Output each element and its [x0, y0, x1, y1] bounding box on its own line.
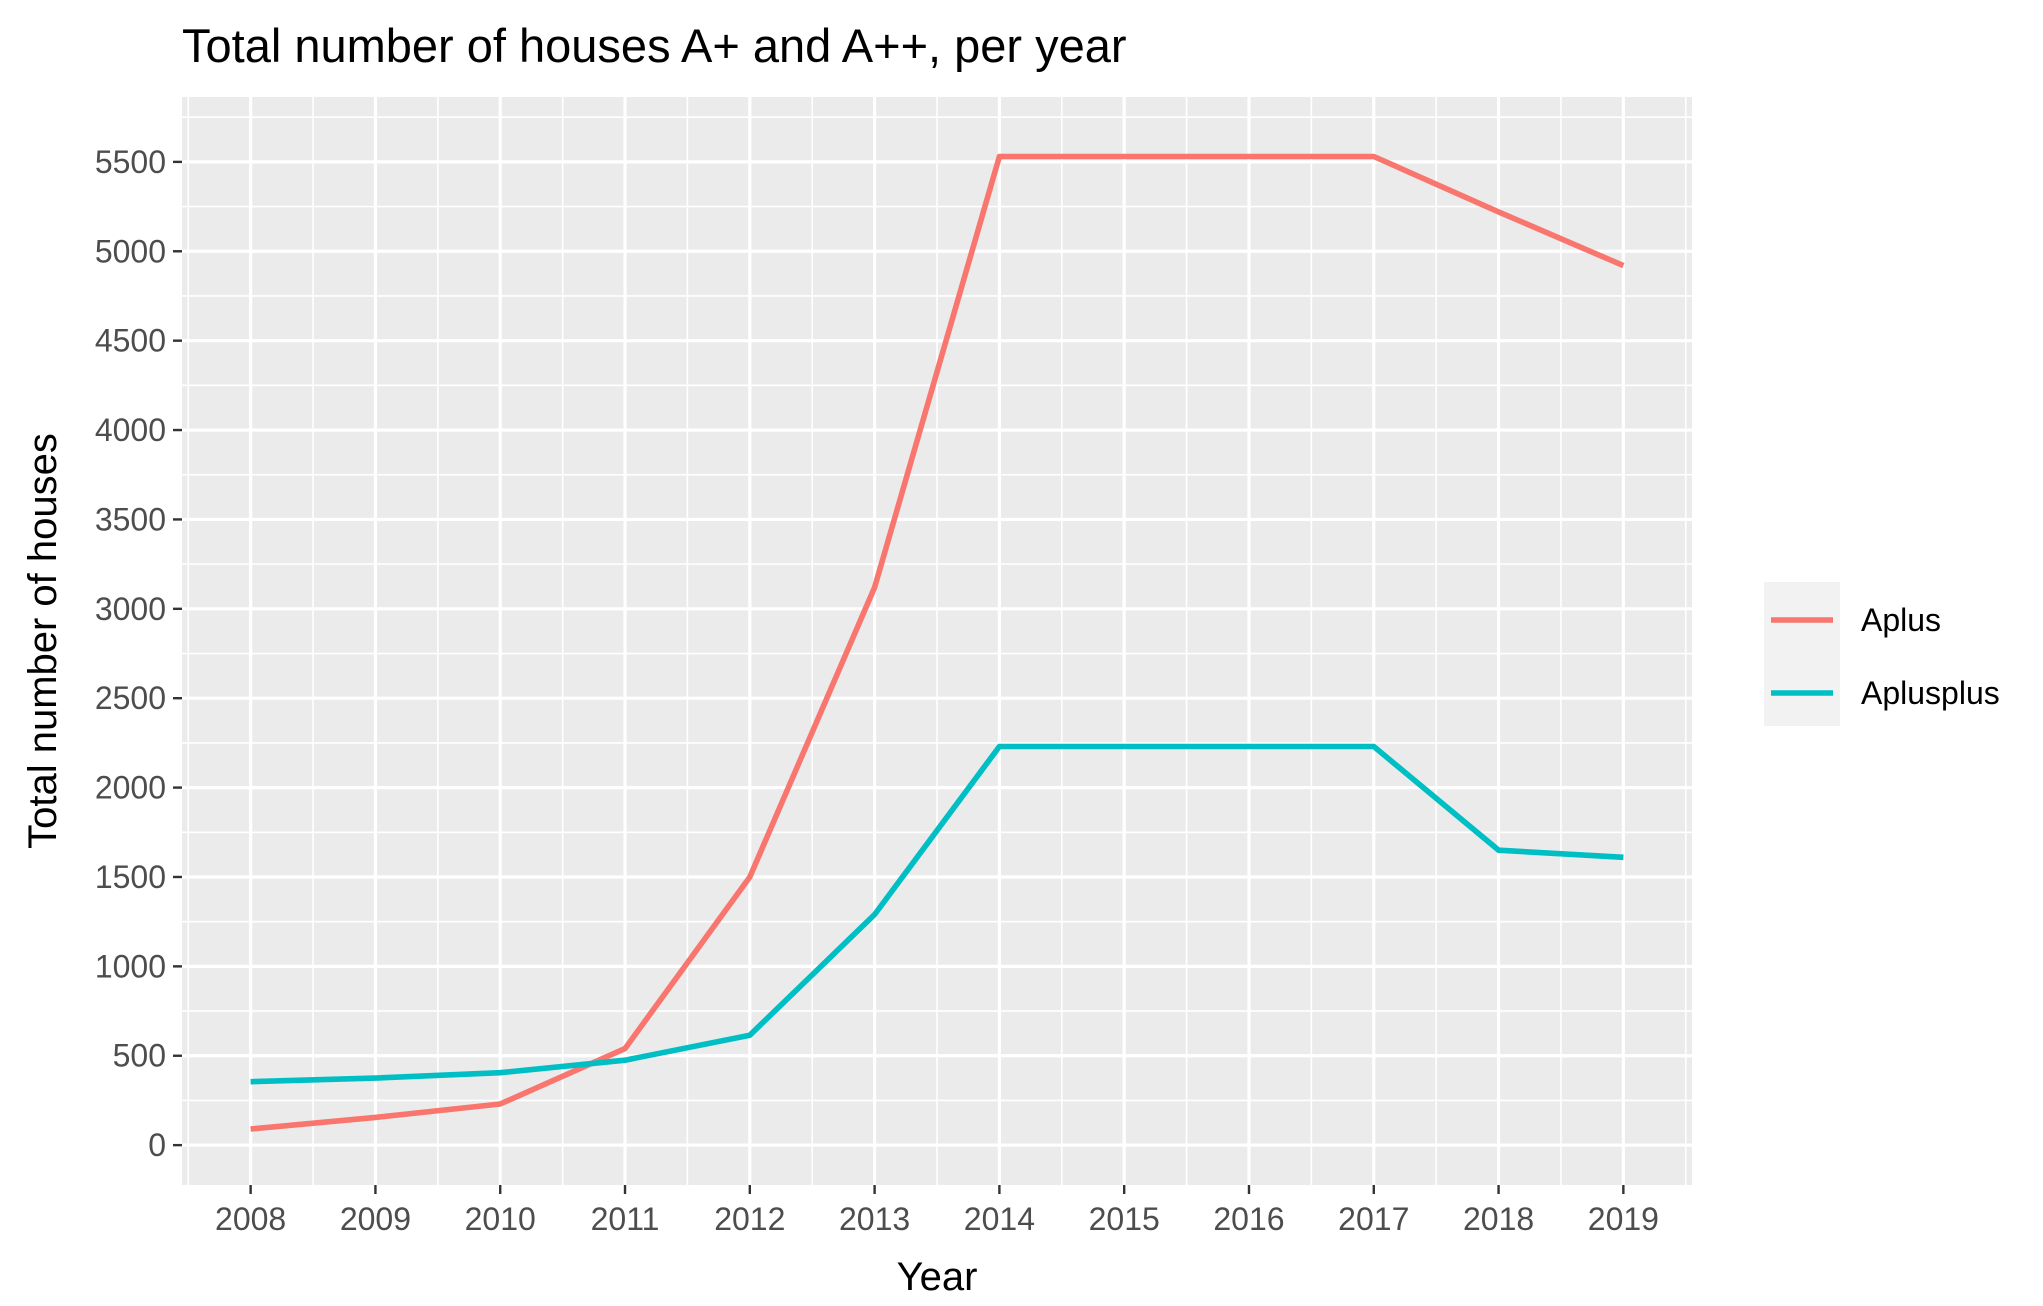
y-axis: 0 500 1000 1500 2000 2500 3000 3500 4000 4500 5000…: [95, 144, 182, 1163]
y-tick-label: 500: [113, 1038, 166, 1074]
y-tick-label: 5000: [95, 233, 166, 269]
x-axis-title: Year: [897, 1255, 978, 1299]
x-tick-label: 2018: [1463, 1201, 1534, 1237]
x-tick-label: 2019: [1588, 1201, 1659, 1237]
legend-background: [1764, 582, 1840, 726]
minor-gridlines: [182, 97, 1692, 1185]
series-line-aplusplus: [250, 743, 1624, 1085]
series-lines: [250, 153, 1625, 1132]
x-tick-label: 2014: [964, 1201, 1035, 1237]
x-tick-label: 2013: [839, 1201, 910, 1237]
chart-title: Total number of houses A+ and A++, per y…: [182, 19, 1127, 72]
y-tick-label: 2000: [95, 770, 166, 806]
legend-label-aplus: Aplus: [1861, 602, 1941, 638]
x-tick-label: 2008: [215, 1201, 286, 1237]
y-tick-label: 5500: [95, 144, 166, 180]
x-tick-label: 2016: [1213, 1201, 1284, 1237]
series-line-aplus: [250, 153, 1625, 1132]
legend-label-aplusplus: Aplusplus: [1861, 675, 2000, 711]
x-tick-label: 2012: [714, 1201, 785, 1237]
x-tick-label: 2010: [465, 1201, 536, 1237]
x-axis: 2008 2009 2010 2011 2012 2013 2014 2015 2016 2017…: [215, 1185, 1659, 1237]
y-tick-label: 1500: [95, 859, 166, 895]
y-tick-label: 4000: [95, 412, 166, 448]
y-tick-label: 0: [148, 1127, 166, 1163]
y-tick-label: 3500: [95, 501, 166, 537]
x-tick-label: 2011: [591, 1201, 660, 1237]
y-tick-label: 1000: [95, 948, 166, 984]
x-tick-label: 2009: [340, 1201, 411, 1237]
y-tick-label: 2500: [95, 680, 166, 716]
legend: Aplus Aplusplus: [1764, 582, 2000, 726]
x-tick-label: 2015: [1089, 1201, 1160, 1237]
y-tick-label: 3000: [95, 591, 166, 627]
major-gridlines: [182, 97, 1692, 1185]
y-tick-label: 4500: [95, 323, 166, 359]
y-axis-title: Total number of houses: [21, 433, 65, 849]
x-tick-label: 2017: [1338, 1201, 1409, 1237]
